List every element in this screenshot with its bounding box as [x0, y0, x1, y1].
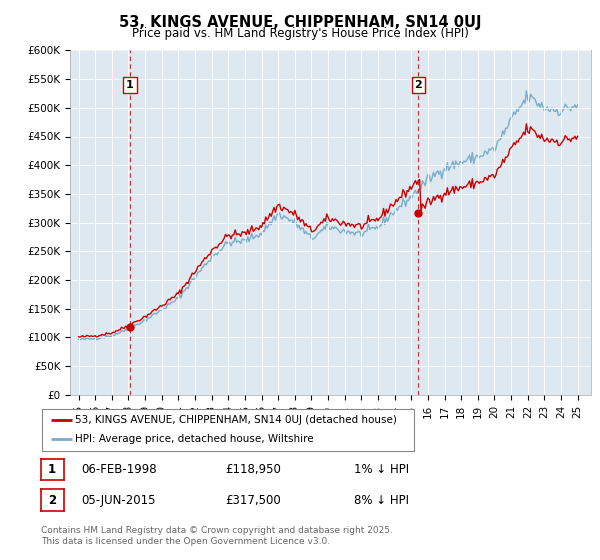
Text: £118,950: £118,950 — [225, 463, 281, 476]
Text: £317,500: £317,500 — [225, 493, 281, 507]
Text: 2: 2 — [48, 493, 56, 507]
Text: 53, KINGS AVENUE, CHIPPENHAM, SN14 0UJ (detached house): 53, KINGS AVENUE, CHIPPENHAM, SN14 0UJ (… — [76, 415, 397, 425]
Text: Price paid vs. HM Land Registry's House Price Index (HPI): Price paid vs. HM Land Registry's House … — [131, 27, 469, 40]
Text: 2: 2 — [415, 80, 422, 90]
Text: 8% ↓ HPI: 8% ↓ HPI — [354, 493, 409, 507]
Text: Contains HM Land Registry data © Crown copyright and database right 2025.
This d: Contains HM Land Registry data © Crown c… — [41, 526, 392, 546]
Text: 53, KINGS AVENUE, CHIPPENHAM, SN14 0UJ: 53, KINGS AVENUE, CHIPPENHAM, SN14 0UJ — [119, 15, 481, 30]
Text: 1: 1 — [126, 80, 134, 90]
Text: 1% ↓ HPI: 1% ↓ HPI — [354, 463, 409, 476]
Text: 1: 1 — [48, 463, 56, 476]
Text: 06-FEB-1998: 06-FEB-1998 — [81, 463, 157, 476]
Text: HPI: Average price, detached house, Wiltshire: HPI: Average price, detached house, Wilt… — [76, 435, 314, 445]
Text: 05-JUN-2015: 05-JUN-2015 — [81, 493, 155, 507]
